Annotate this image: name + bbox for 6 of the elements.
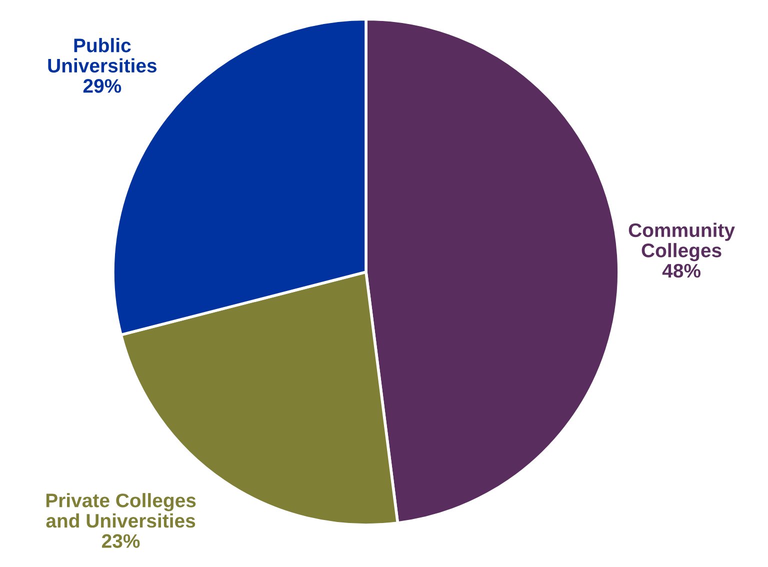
data-label: 29% bbox=[83, 79, 122, 93]
data-label: 23% bbox=[102, 534, 140, 548]
slice-label: Community Colleges bbox=[628, 222, 735, 262]
slice-label: Public Universities bbox=[48, 38, 157, 73]
slice-label: Private Colleges and Universities bbox=[46, 493, 196, 528]
data-label: 48% bbox=[662, 264, 700, 278]
